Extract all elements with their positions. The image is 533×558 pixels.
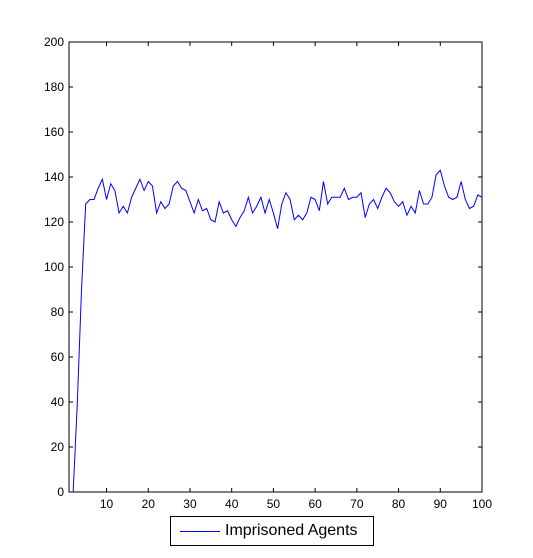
y-tick-label: 40 <box>51 395 65 409</box>
y-tick-label: 100 <box>44 260 64 274</box>
y-tick-label: 140 <box>44 170 64 184</box>
y-tick-label: 120 <box>44 215 64 229</box>
x-tick-label: 100 <box>472 497 492 511</box>
x-tick-label: 90 <box>434 497 448 511</box>
x-tick-label: 10 <box>100 497 114 511</box>
x-tick-label: 80 <box>392 497 406 511</box>
y-tick-label: 80 <box>51 305 65 319</box>
plot-area <box>68 41 483 493</box>
x-tick-label: 60 <box>308 497 322 511</box>
x-axis: 10 20 30 40 50 60 70 80 90 100 <box>100 42 492 511</box>
y-tick-label: 60 <box>51 350 65 364</box>
y-tick-label: 180 <box>44 80 64 94</box>
legend-swatch <box>180 531 220 532</box>
x-tick-label: 40 <box>225 497 239 511</box>
y-axis: 0 20 40 60 80 100 120 140 160 180 200 <box>44 35 482 499</box>
series-line-imprisoned-agents <box>72 169 483 493</box>
legend: Imprisoned Agents <box>170 516 374 546</box>
x-tick-label: 20 <box>142 497 156 511</box>
x-tick-label: 30 <box>183 497 197 511</box>
x-tick-label: 70 <box>350 497 364 511</box>
y-tick-label: 200 <box>44 35 64 49</box>
y-tick-label: 160 <box>44 125 64 139</box>
y-tick-label: 0 <box>57 485 64 499</box>
legend-label: Imprisoned Agents <box>225 522 358 539</box>
x-tick-label: 50 <box>267 497 281 511</box>
y-tick-label: 20 <box>51 440 65 454</box>
